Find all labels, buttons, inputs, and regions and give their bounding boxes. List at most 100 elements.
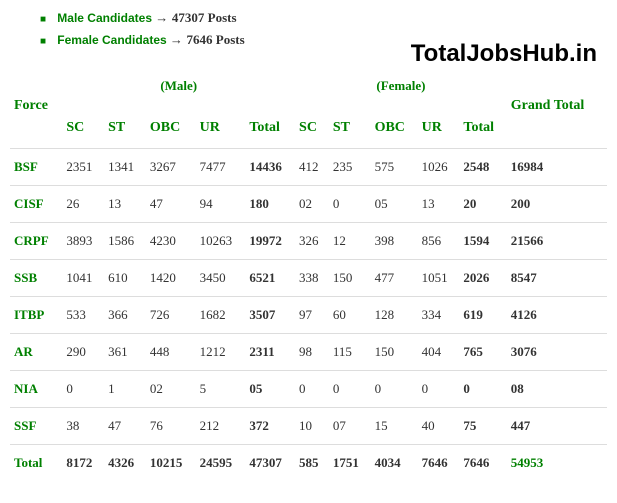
cell-force: NIA <box>10 371 62 408</box>
cell-f-sc: 98 <box>295 334 329 371</box>
table-total-row: Total81724326102152459547307585175140347… <box>10 445 607 482</box>
cell-f-st: 0 <box>329 186 371 223</box>
cell-m-st: 1341 <box>104 149 146 186</box>
cell-m-obc: 10215 <box>146 445 196 482</box>
cell-force: AR <box>10 334 62 371</box>
cell-m-total: 3507 <box>245 297 295 334</box>
cell-f-obc: 0 <box>371 371 418 408</box>
cell-m-obc: 4230 <box>146 223 196 260</box>
table-row: BSF2351134132677477144364122355751026254… <box>10 149 607 186</box>
col-f-ur: UR <box>418 108 460 149</box>
cell-f-sc: 0 <box>295 371 329 408</box>
cell-grand: 08 <box>507 371 607 408</box>
cell-m-sc: 290 <box>62 334 104 371</box>
cell-f-ur: 856 <box>418 223 460 260</box>
cell-f-ur: 404 <box>418 334 460 371</box>
col-female-group: (Female) <box>295 64 507 108</box>
col-f-sc: SC <box>295 108 329 149</box>
cell-f-total: 765 <box>459 334 506 371</box>
cell-m-ur: 212 <box>196 408 246 445</box>
cell-f-obc: 15 <box>371 408 418 445</box>
cell-f-obc: 05 <box>371 186 418 223</box>
cell-m-sc: 26 <box>62 186 104 223</box>
cell-f-total: 75 <box>459 408 506 445</box>
cell-m-st: 1 <box>104 371 146 408</box>
cell-m-st: 4326 <box>104 445 146 482</box>
cell-f-obc: 575 <box>371 149 418 186</box>
cell-m-ur: 1682 <box>196 297 246 334</box>
summary-female-value: 7646 Posts <box>187 32 245 47</box>
cell-m-st: 610 <box>104 260 146 297</box>
cell-force: CISF <box>10 186 62 223</box>
cell-m-st: 1586 <box>104 223 146 260</box>
cell-m-sc: 3893 <box>62 223 104 260</box>
cell-m-st: 13 <box>104 186 146 223</box>
cell-f-obc: 150 <box>371 334 418 371</box>
cell-m-ur: 10263 <box>196 223 246 260</box>
cell-f-ur: 13 <box>418 186 460 223</box>
cell-f-st: 115 <box>329 334 371 371</box>
cell-grand: 54953 <box>507 445 607 482</box>
cell-f-sc: 412 <box>295 149 329 186</box>
cell-m-sc: 0 <box>62 371 104 408</box>
cell-m-st: 47 <box>104 408 146 445</box>
cell-m-obc: 47 <box>146 186 196 223</box>
cell-force: Total <box>10 445 62 482</box>
cell-f-obc: 398 <box>371 223 418 260</box>
cell-f-ur: 334 <box>418 297 460 334</box>
col-f-obc: OBC <box>371 108 418 149</box>
cell-m-ur: 7477 <box>196 149 246 186</box>
col-male-group: (Male) <box>62 64 295 108</box>
cell-m-st: 366 <box>104 297 146 334</box>
cell-m-st: 361 <box>104 334 146 371</box>
cell-m-obc: 448 <box>146 334 196 371</box>
cell-f-sc: 585 <box>295 445 329 482</box>
cell-m-ur: 24595 <box>196 445 246 482</box>
table-row: CISF26134794180020051320200 <box>10 186 607 223</box>
cell-force: CRPF <box>10 223 62 260</box>
cell-f-st: 150 <box>329 260 371 297</box>
cell-m-total: 2311 <box>245 334 295 371</box>
summary-female-label: Female Candidates <box>57 33 166 47</box>
cell-f-total: 619 <box>459 297 506 334</box>
cell-f-obc: 477 <box>371 260 418 297</box>
col-m-sc: SC <box>62 108 104 149</box>
cell-m-total: 372 <box>245 408 295 445</box>
cell-m-total: 47307 <box>245 445 295 482</box>
cell-m-total: 05 <box>245 371 295 408</box>
cell-f-st: 0 <box>329 371 371 408</box>
cell-f-sc: 326 <box>295 223 329 260</box>
summary-male-label: Male Candidates <box>57 11 152 25</box>
cell-f-sc: 338 <box>295 260 329 297</box>
cell-m-ur: 1212 <box>196 334 246 371</box>
cell-f-total: 2026 <box>459 260 506 297</box>
cell-f-total: 0 <box>459 371 506 408</box>
cell-m-ur: 94 <box>196 186 246 223</box>
cell-m-total: 180 <box>245 186 295 223</box>
cell-f-total: 7646 <box>459 445 506 482</box>
table-row: AR29036144812122311981151504047653076 <box>10 334 607 371</box>
cell-m-sc: 2351 <box>62 149 104 186</box>
cell-grand: 447 <box>507 408 607 445</box>
col-m-obc: OBC <box>146 108 196 149</box>
posts-table: Force (Male) (Female) Grand Total SC ST … <box>10 64 607 481</box>
cell-f-obc: 128 <box>371 297 418 334</box>
cell-f-st: 1751 <box>329 445 371 482</box>
cell-m-total: 6521 <box>245 260 295 297</box>
cell-m-sc: 533 <box>62 297 104 334</box>
cell-grand: 3076 <box>507 334 607 371</box>
cell-force: BSF <box>10 149 62 186</box>
cell-m-ur: 5 <box>196 371 246 408</box>
summary-male-value: 47307 Posts <box>172 10 237 25</box>
cell-force: SSF <box>10 408 62 445</box>
cell-f-ur: 1051 <box>418 260 460 297</box>
cell-force: SSB <box>10 260 62 297</box>
site-watermark: TotalJobsHub.in <box>411 40 597 68</box>
cell-m-obc: 76 <box>146 408 196 445</box>
cell-grand: 16984 <box>507 149 607 186</box>
cell-m-obc: 1420 <box>146 260 196 297</box>
cell-grand: 4126 <box>507 297 607 334</box>
cell-f-st: 07 <box>329 408 371 445</box>
cell-f-st: 235 <box>329 149 371 186</box>
col-m-total: Total <box>245 108 295 149</box>
